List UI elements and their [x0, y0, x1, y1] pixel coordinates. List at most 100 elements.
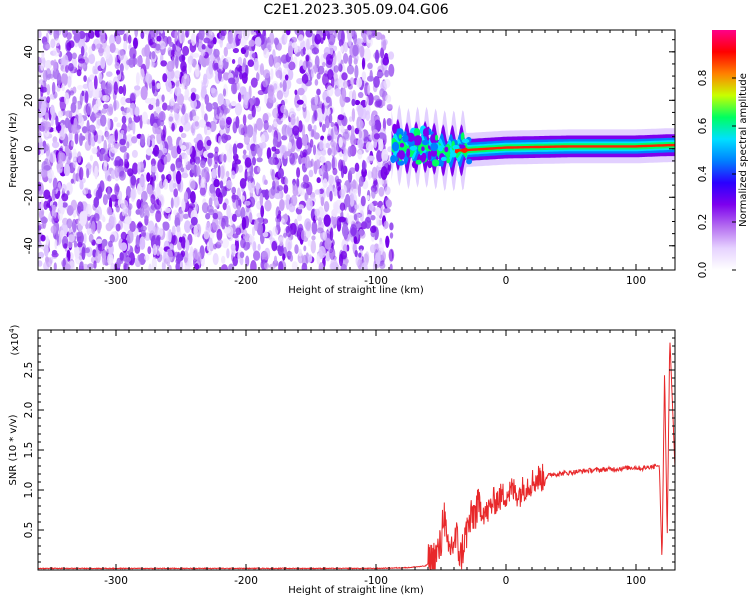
spectrogram-noise-cell	[324, 238, 332, 250]
spectrogram-noise-cell	[217, 239, 223, 245]
spectrogram-noise-cell	[232, 143, 238, 157]
spectrogram-noise-cell	[200, 89, 206, 99]
top-y-axis-label: Frequency (Hz)	[8, 112, 19, 188]
spectrogram-noise-cell	[121, 115, 127, 125]
spectrogram-noise-cell	[41, 209, 45, 216]
spectrogram-noise-cell	[256, 117, 263, 131]
spectrogram-noise-cell	[71, 123, 76, 134]
spectrogram-noise-cell	[88, 81, 94, 91]
spectrogram-noise-cell	[52, 47, 61, 57]
spectrogram-noise-cell	[317, 65, 325, 75]
spectrogram-noise-cell	[148, 103, 154, 111]
spectrogram-noise-cell	[126, 229, 134, 244]
spectrogram-noise-cell	[163, 156, 168, 165]
spectrogram-noise-cell	[93, 68, 98, 75]
spectrogram-signal	[390, 104, 675, 192]
spectrogram-signal-cell	[396, 128, 404, 138]
spectrogram-noise-cell	[151, 257, 157, 270]
spectrogram-noise-cell	[283, 184, 289, 194]
spectrogram-noise-cell	[331, 208, 338, 218]
spectrogram-noise-cell	[307, 123, 312, 132]
spectrogram-noise-cell	[323, 201, 330, 212]
spectrogram-noise-cell	[46, 96, 51, 104]
spectrogram-noise-cell	[190, 99, 198, 109]
spectrogram-noise-cell	[236, 82, 240, 91]
spectrogram-noise-cell	[298, 120, 303, 133]
spectrogram-signal-cell	[421, 139, 430, 146]
spectrogram-noise-cell	[199, 54, 203, 65]
spectrogram-noise-cell	[172, 168, 177, 182]
spectrogram-noise-cell	[314, 189, 321, 195]
spectrogram-signal-cell	[391, 141, 400, 152]
spectrogram-noise-cell	[114, 156, 122, 166]
spectrogram-noise-cell	[148, 263, 152, 270]
spectrogram-noise-cell	[60, 72, 69, 86]
spectrogram-noise-cell	[184, 74, 190, 87]
spectrogram-noise-cell	[83, 75, 87, 82]
spectrogram-noise-cell	[313, 124, 317, 131]
spectrogram-noise-cell	[214, 146, 219, 154]
spectrogram-noise-cell	[125, 31, 129, 44]
spectrogram-noise-cell	[109, 234, 116, 243]
spectrogram-noise-cell	[171, 235, 178, 246]
spectrogram-noise-cell	[380, 166, 388, 180]
spectrogram-noise-cell	[383, 207, 391, 213]
spectrogram-noise-cell	[100, 114, 107, 127]
spectrogram-noise-cell	[235, 227, 242, 235]
spectrogram-noise-cell	[192, 115, 200, 121]
y-tick-label: 40	[23, 45, 35, 58]
spectrogram-noise-cell	[160, 60, 168, 67]
x-tick-label: 0	[503, 575, 510, 587]
spectrogram-noise-cell	[148, 30, 156, 41]
spectrogram-noise-cell	[43, 189, 51, 200]
spectrogram-noise-cell	[267, 124, 273, 133]
spectrogram-signal-cell	[427, 160, 433, 169]
top-y-axis: -40 -20 0 20 40	[23, 39, 675, 271]
spectrogram-noise-cell	[181, 75, 186, 90]
spectrogram-noise-cell	[263, 47, 270, 59]
spectrogram-noise-cell	[316, 107, 323, 122]
spectrogram-noise-cell	[231, 59, 236, 64]
spectrogram-noise-cell	[384, 69, 389, 78]
colorbar-tick-label: 0.0	[697, 262, 709, 279]
spectrogram-noise-cell	[275, 69, 282, 79]
spectrogram-noise-cell	[68, 62, 74, 72]
spectrogram-noise-cell	[254, 218, 259, 232]
spectrogram-noise-cell	[77, 84, 83, 91]
colorbar-tick-label: 0.2	[697, 214, 709, 231]
spectrogram-noise-cell	[305, 54, 310, 62]
spectrogram-noise-cell	[91, 220, 96, 235]
spectrogram-noise-cell	[274, 148, 281, 155]
spectrogram-noise-cell	[103, 103, 109, 109]
spectrogram-noise-cell	[308, 169, 314, 178]
spectrogram-noise-cell	[219, 120, 226, 126]
spectrogram-noise-cell	[61, 193, 69, 202]
spectrogram-noise-cell	[314, 208, 320, 217]
spectrogram-noise-cell	[154, 199, 162, 210]
spectrogram-noise-cell	[157, 158, 165, 173]
spectrogram-noise-cell	[237, 33, 243, 40]
spectrogram-noise-cell	[322, 178, 328, 189]
spectrogram-noise-cell	[389, 263, 393, 270]
spectrogram-noise-cell	[338, 216, 346, 223]
spectrogram-noise-cell	[367, 75, 374, 82]
spectrogram-noise-cell	[375, 32, 383, 40]
spectrogram-noise-cell	[98, 48, 104, 57]
spectrogram-noise-cell	[221, 238, 229, 249]
spectrogram-signal-band	[391, 143, 675, 154]
spectrogram-noise-cell	[107, 175, 112, 182]
spectrogram-noise-cell	[141, 111, 148, 125]
spectrogram-noise-cell	[208, 197, 213, 208]
spectrogram-noise-cell	[79, 212, 87, 227]
spectrogram-noise-cell	[42, 96, 46, 103]
spectrogram-noise-cell	[282, 79, 287, 92]
spectrogram-signal-cell	[422, 128, 429, 137]
spectrogram-noise-cell	[181, 106, 186, 114]
spectrogram-noise-cell	[304, 38, 312, 50]
spectrogram-noise-cell	[244, 168, 248, 182]
spectrogram-noise-cell	[337, 62, 341, 72]
spectrogram-noise-cell	[381, 148, 389, 163]
spectrogram-noise-cell	[239, 86, 247, 95]
spectrogram-noise-cell	[331, 156, 335, 171]
spectrogram-noise-cell	[259, 192, 264, 207]
